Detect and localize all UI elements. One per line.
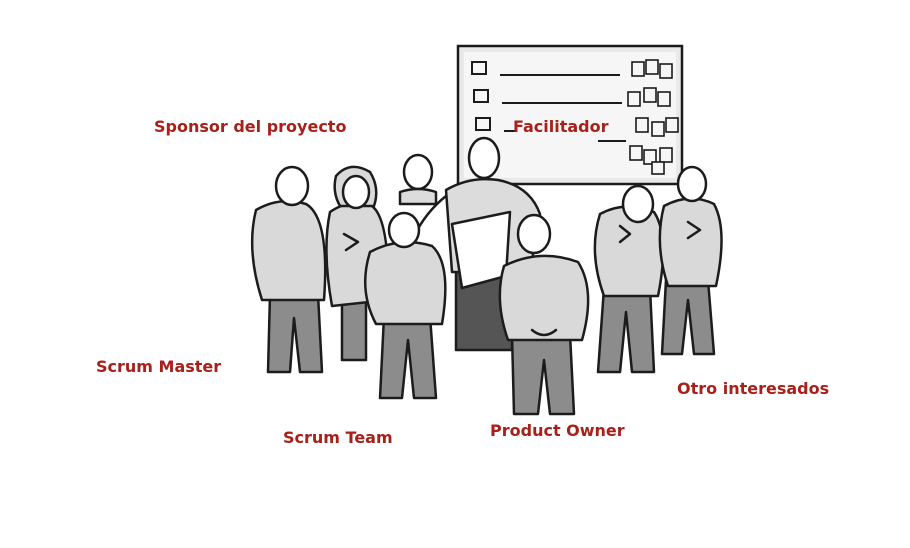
label-facilitator: Facilitador bbox=[513, 117, 609, 136]
sticky-notes bbox=[627, 59, 679, 175]
figure-sponsor bbox=[398, 153, 438, 206]
figure-right-man-2 bbox=[658, 165, 723, 356]
figure-left-man bbox=[250, 165, 327, 374]
figure-right-man-1 bbox=[593, 184, 665, 374]
label-sponsor: Sponsor del proyecto bbox=[154, 117, 347, 136]
label-scrum-team: Scrum Team bbox=[283, 428, 393, 447]
label-other-stakeholders: Otro interesados bbox=[677, 379, 830, 398]
label-product-owner: Product Owner bbox=[490, 421, 625, 440]
figure-front-left-man bbox=[364, 211, 447, 400]
checklist bbox=[471, 61, 626, 142]
figure-product-owner bbox=[498, 213, 590, 416]
label-scrum-master: Scrum Master bbox=[96, 357, 222, 376]
figure-facilitator bbox=[412, 136, 542, 352]
